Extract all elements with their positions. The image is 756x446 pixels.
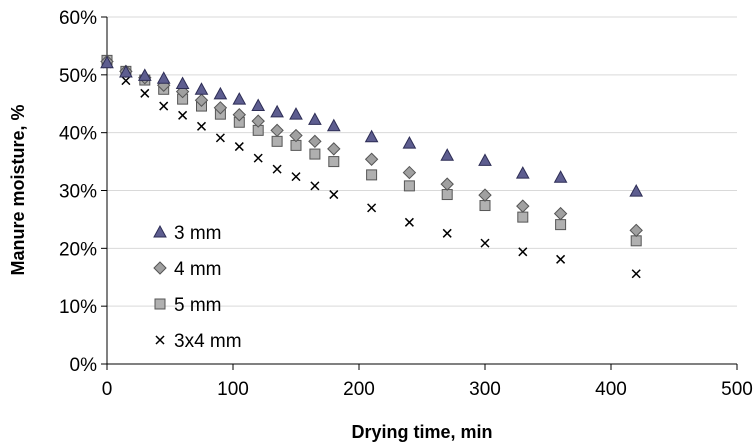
legend-marker-diamond xyxy=(153,261,167,275)
x-tick-label: 100 xyxy=(217,379,249,400)
data-point-diamond xyxy=(213,101,228,115)
data-point-cross xyxy=(196,121,207,131)
data-point-triangle xyxy=(440,148,455,161)
data-point-cross xyxy=(253,153,263,163)
x-tick-label: 500 xyxy=(721,379,753,400)
x-axis-title: Drying time, min xyxy=(351,422,492,442)
data-point-triangle xyxy=(175,76,190,90)
data-point-triangle xyxy=(270,104,284,118)
data-point-diamond xyxy=(516,199,530,213)
y-tick-label: 0% xyxy=(70,355,98,376)
data-point-triangle xyxy=(553,170,568,183)
data-point-square xyxy=(271,135,283,147)
data-point-triangle xyxy=(629,184,644,197)
data-point-cross xyxy=(215,133,225,143)
legend-label: 4 mm xyxy=(174,259,222,280)
data-point-triangle xyxy=(251,98,266,111)
data-point-diamond xyxy=(440,177,454,191)
legend: 3 mm 4 mm 5 mm 3x4 mm xyxy=(153,223,242,352)
y-tick-label: 60% xyxy=(59,8,97,29)
data-point-diamond xyxy=(364,152,379,166)
data-point-cross xyxy=(140,88,150,98)
legend-label: 3x4 mm xyxy=(174,331,242,352)
data-point-square xyxy=(630,235,642,247)
data-point-square xyxy=(441,189,453,201)
data-point-triangle xyxy=(289,107,303,120)
legend-marker-triangle xyxy=(153,224,167,238)
data-point-triangle xyxy=(100,55,114,69)
data-point-triangle xyxy=(137,68,152,81)
data-point-diamond xyxy=(289,128,303,143)
legend-marker-cross xyxy=(155,335,165,345)
legend-marker-square xyxy=(154,298,166,310)
data-point-square xyxy=(328,156,340,168)
data-point-square xyxy=(555,219,567,231)
data-point-cross xyxy=(291,172,301,182)
data-point-diamond xyxy=(553,206,568,221)
data-point-triangle xyxy=(119,64,133,78)
axes xyxy=(101,16,738,370)
data-point-triangle xyxy=(326,118,341,132)
data-point-diamond xyxy=(402,165,417,180)
data-point-cross xyxy=(234,142,244,152)
legend-label: 5 mm xyxy=(174,295,222,316)
data-point-cross xyxy=(329,190,339,200)
data-point-triangle xyxy=(156,71,171,84)
data-point-cross xyxy=(556,254,566,264)
gridlines xyxy=(107,16,737,307)
x-tick-label: 0 xyxy=(102,379,113,400)
data-point-cross xyxy=(310,181,320,191)
y-axis-title: Manure moisture, % xyxy=(8,104,28,275)
data-point-cross xyxy=(518,247,528,257)
y-tick-label: 30% xyxy=(59,182,97,203)
data-point-triangle xyxy=(364,129,379,143)
x-tick-label: 400 xyxy=(595,379,627,400)
data-point-square xyxy=(366,169,378,181)
data-point-cross xyxy=(272,164,282,174)
data-point-cross xyxy=(367,203,377,213)
data-point-triangle xyxy=(478,153,492,166)
data-point-diamond xyxy=(270,123,284,138)
data-points xyxy=(100,54,644,279)
y-tick-label: 50% xyxy=(59,66,97,87)
y-tick-label: 10% xyxy=(59,297,97,318)
data-point-cross xyxy=(121,76,131,86)
data-point-cross xyxy=(442,228,452,238)
data-point-square xyxy=(517,211,529,223)
data-point-cross xyxy=(159,101,169,111)
data-point-diamond xyxy=(629,223,643,238)
x-tick-label: 300 xyxy=(469,379,501,400)
x-tick-label: 200 xyxy=(343,379,375,400)
data-point-diamond xyxy=(194,93,209,107)
y-tick-label: 40% xyxy=(59,124,97,145)
data-point-cross xyxy=(404,217,414,227)
data-point-diamond xyxy=(478,188,492,202)
data-point-triangle xyxy=(232,92,247,105)
data-point-triangle xyxy=(308,112,322,125)
data-point-diamond xyxy=(251,114,265,128)
y-tick-labels: 0% 10% 20% 30% 40% 50% 60% xyxy=(59,8,97,376)
x-tick-labels: 0 100 200 300 400 500 xyxy=(102,379,753,400)
data-point-square xyxy=(479,200,491,212)
data-point-triangle xyxy=(194,82,209,95)
data-point-square xyxy=(403,180,415,192)
data-point-diamond xyxy=(308,134,322,149)
data-point-triangle xyxy=(213,86,228,100)
data-point-square xyxy=(309,148,321,160)
data-point-triangle xyxy=(515,166,530,179)
legend-label: 3 mm xyxy=(174,223,222,244)
y-tick-label: 20% xyxy=(59,239,97,260)
data-point-cross xyxy=(178,110,188,120)
data-point-diamond xyxy=(327,142,341,156)
data-point-cross xyxy=(480,238,490,248)
data-point-triangle xyxy=(402,136,417,149)
data-point-diamond xyxy=(232,108,247,122)
data-point-cross xyxy=(631,269,641,279)
